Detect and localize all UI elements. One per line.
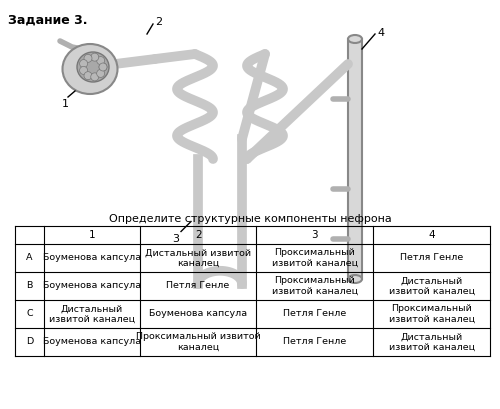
Circle shape: [84, 72, 92, 80]
Text: Петля Генле: Петля Генле: [283, 337, 346, 346]
Text: Петля Генле: Петля Генле: [283, 310, 346, 319]
Circle shape: [80, 66, 88, 74]
Circle shape: [90, 53, 98, 61]
Circle shape: [96, 70, 104, 77]
Text: 1: 1: [88, 230, 96, 240]
Ellipse shape: [348, 275, 362, 283]
Text: Боуменова капсула: Боуменова капсула: [43, 281, 141, 290]
Circle shape: [84, 54, 92, 62]
Text: 3: 3: [172, 234, 179, 243]
Text: Петля Генле: Петля Генле: [400, 254, 463, 263]
Bar: [348, 39, 362, 279]
Text: Дистальный
извитой каналец: Дистальный извитой каналец: [388, 332, 474, 352]
Text: A: A: [26, 254, 33, 263]
Text: 4: 4: [377, 28, 384, 38]
Circle shape: [96, 56, 104, 65]
Circle shape: [80, 60, 88, 67]
Text: D: D: [26, 337, 33, 346]
Text: C: C: [26, 310, 33, 319]
Text: Задание 3.: Задание 3.: [8, 14, 87, 27]
Text: Дистальный извитой
каналец: Дистальный извитой каналец: [145, 248, 251, 268]
Ellipse shape: [348, 35, 362, 43]
Text: 2: 2: [155, 17, 162, 27]
Circle shape: [99, 63, 107, 71]
Ellipse shape: [62, 44, 118, 94]
Text: Боуменова капсула: Боуменова капсула: [43, 337, 141, 346]
Text: Проксимальный
извитой каналец: Проксимальный извитой каналец: [272, 276, 358, 296]
Text: Петля Генле: Петля Генле: [166, 281, 230, 290]
Text: Боуменова капсула: Боуменова капсула: [149, 310, 247, 319]
Text: Проксимальный извитой
каналец: Проксимальный извитой каналец: [136, 332, 260, 352]
Text: B: B: [26, 281, 33, 290]
Ellipse shape: [77, 52, 109, 82]
Text: Проксимальный
извитой каналец: Проксимальный извитой каналец: [388, 304, 474, 324]
Text: 4: 4: [428, 230, 435, 240]
Text: Дистальный
извитой каналец: Дистальный извитой каналец: [49, 304, 135, 324]
Text: Определите структурные компоненты нефрона: Определите структурные компоненты нефрон…: [108, 214, 392, 224]
Text: 1: 1: [62, 99, 68, 109]
Text: 3: 3: [312, 230, 318, 240]
Circle shape: [99, 63, 107, 71]
Circle shape: [90, 73, 98, 81]
Text: Проксимальный
извитой каналец: Проксимальный извитой каналец: [272, 248, 358, 268]
Text: Боуменова капсула: Боуменова капсула: [43, 254, 141, 263]
Text: Дистальный
извитой каналец: Дистальный извитой каналец: [388, 276, 474, 296]
Text: 2: 2: [195, 230, 202, 240]
